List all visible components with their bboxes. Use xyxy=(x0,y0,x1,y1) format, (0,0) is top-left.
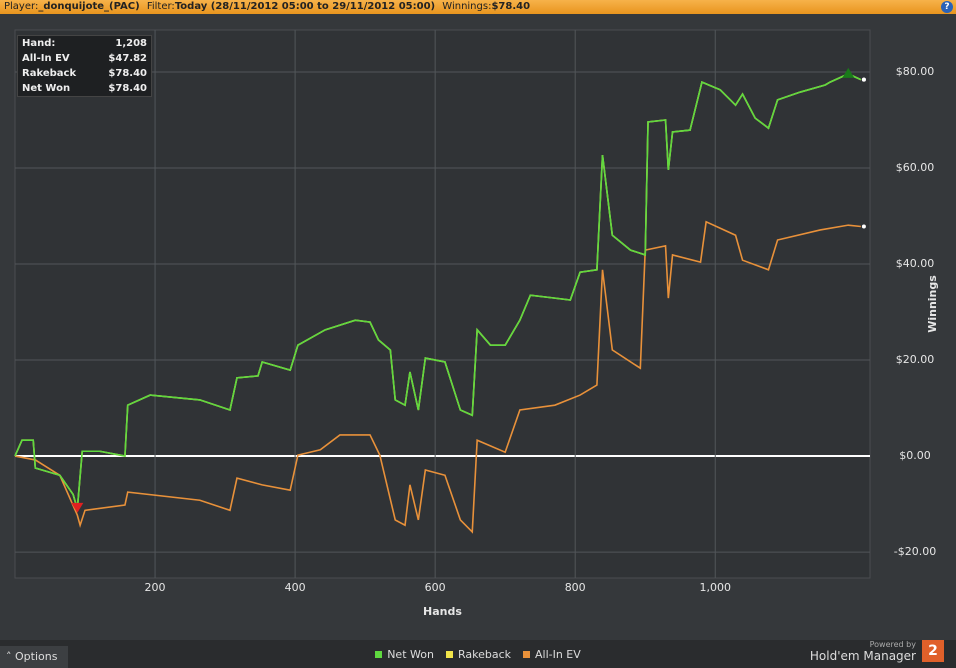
x-tick-label: 200 xyxy=(145,581,166,594)
y-tick-label: -$20.00 xyxy=(894,545,936,558)
x-tick-label: 800 xyxy=(565,581,586,594)
y-axis-label: Winnings xyxy=(926,275,939,333)
stat-value: 1,208 xyxy=(115,38,147,49)
logo: 2 xyxy=(922,640,944,662)
legend-swatch xyxy=(445,651,453,658)
y-tick-label: $20.00 xyxy=(896,353,935,366)
legend-swatch xyxy=(522,651,530,658)
legend-swatch xyxy=(375,651,383,658)
winnings-label: Winnings: xyxy=(442,1,492,12)
filter-label: Filter: xyxy=(146,1,175,12)
series-line xyxy=(14,220,861,534)
stat-row: Hand: 1,208 xyxy=(18,36,151,51)
player: _donquijote_(PAC) xyxy=(38,1,140,12)
min-marker xyxy=(71,502,84,513)
options-label: Options xyxy=(15,650,58,663)
legend-item: Net Won xyxy=(375,648,434,661)
series-line xyxy=(14,73,862,510)
winnings: $78.40 xyxy=(491,1,531,12)
legend: Net Won Rakeback All-In EV xyxy=(0,648,956,661)
legend-label: Rakeback xyxy=(457,648,511,661)
end-point xyxy=(861,224,866,229)
plot-area xyxy=(14,29,871,579)
stat-label: All-In EV xyxy=(22,53,70,64)
stat-row: Net Won $78.40 xyxy=(18,81,151,96)
options-button[interactable]: ˄ Options xyxy=(0,646,68,668)
x-tick-label: 400 xyxy=(285,581,306,594)
player-label: Player: xyxy=(4,1,39,12)
legend-label: All-In EV xyxy=(534,648,581,661)
x-axis-label: Hands xyxy=(423,605,462,618)
filter: Today (28/11/2012 05:00 to 29/11/2012 05… xyxy=(174,1,436,12)
legend-label: Net Won xyxy=(387,648,434,661)
x-tick-label: 600 xyxy=(425,581,446,594)
legend-item: All-In EV xyxy=(522,648,581,661)
help-button[interactable]: ? xyxy=(941,1,953,13)
stats-box: Hand: 1,208 All-In EV $47.82 Rakeback $78.40 N… xyxy=(17,35,152,97)
end-point xyxy=(861,77,866,82)
y-tick-label: $60.00 xyxy=(896,161,935,174)
chart: -$20.00 $0.00 $20.00 $40.00 $60.00 $80.00 200 4… xyxy=(14,29,939,618)
max-marker xyxy=(842,67,855,78)
stat-value: $78.40 xyxy=(108,83,147,94)
stat-row: Rakeback $78.40 xyxy=(18,66,151,81)
y-tick-label: $40.00 xyxy=(896,257,935,270)
stat-label: Net Won xyxy=(22,83,71,94)
legend-item: Rakeback xyxy=(445,648,511,661)
footer: ˄ Options Net Won Rakeback All-In EV Power… xyxy=(0,640,956,668)
stat-label: Hand: xyxy=(22,38,56,49)
stat-row: All-In EV $47.82 xyxy=(18,51,151,66)
brand-name: Hold'em Manager xyxy=(809,649,916,663)
stat-label: Rakeback xyxy=(22,68,77,79)
x-tick-label: 1,000 xyxy=(699,581,731,594)
stat-value: $78.40 xyxy=(108,68,147,79)
header-bar: Player:_donquijote_(PAC) Filter:Today (2… xyxy=(0,0,956,14)
powered-by: Powered by xyxy=(869,640,916,649)
stat-value: $47.82 xyxy=(108,53,147,64)
y-tick-label: $80.00 xyxy=(896,65,935,78)
brand: Powered by Hold'em Manager 2 xyxy=(810,640,944,663)
y-tick-label: $0.00 xyxy=(899,449,931,462)
